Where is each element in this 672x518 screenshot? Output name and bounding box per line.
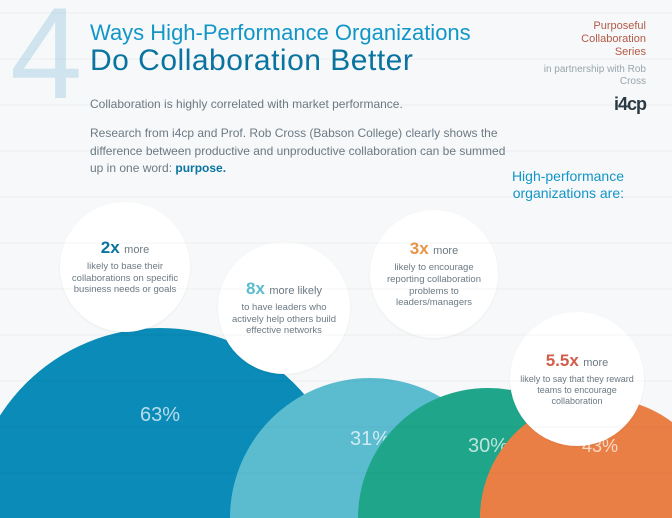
intro-paragraph-1: Collaboration is highly correlated with … xyxy=(90,96,510,113)
series-title: Purposeful Collaboration Series xyxy=(526,20,646,60)
bubble-2: 8x more likely to have leaders who activ… xyxy=(218,242,350,374)
intro-para2-text: Research from i4cp and Prof. Rob Cross (… xyxy=(90,126,505,175)
bubble-1-more: more xyxy=(124,244,149,256)
logo-text: i4cp xyxy=(614,94,646,114)
tag-line1: High-performance xyxy=(512,168,624,185)
bubble-1-mult: 2x xyxy=(101,238,120,257)
intro-paragraph-2: Research from i4cp and Prof. Rob Cross (… xyxy=(90,125,510,177)
bubble-3-more: more xyxy=(433,245,458,257)
bubble-4-more: more xyxy=(583,357,608,369)
bubble-1: 2x more likely to base their collaborati… xyxy=(60,202,190,332)
branding-block: Purposeful Collaboration Series in partn… xyxy=(526,20,646,115)
bubble-4-mult: 5.5x xyxy=(546,351,579,370)
bubble-4: 5.5x more likely to say that they reward… xyxy=(510,312,644,446)
venn-chart: 63% 31% 30% 43% 2x more likely to base t… xyxy=(0,198,672,518)
bubble-3: 3x more likely to encourage reporting co… xyxy=(370,210,498,338)
bubble-3-desc: likely to encourage reporting collaborat… xyxy=(380,262,488,310)
intro-block: Collaboration is highly correlated with … xyxy=(90,96,510,178)
series-line3: Series xyxy=(615,46,646,58)
series-line2: Collaboration xyxy=(581,33,646,45)
big-number-4: 4 xyxy=(10,0,76,118)
bubble-2-more: more likely xyxy=(269,285,322,297)
bubble-3-mult: 3x xyxy=(410,239,429,258)
bubble-2-mult: 8x xyxy=(246,279,265,298)
subheading-tag: High-performance organizations are: xyxy=(512,168,624,202)
bubble-1-desc: likely to base their collaborations on s… xyxy=(70,261,180,297)
purpose-word: purpose. xyxy=(175,161,226,175)
series-line1: Purposeful xyxy=(593,20,646,32)
partner-line: in partnership with Rob Cross xyxy=(526,64,646,88)
bubble-2-desc: to have leaders who actively help others… xyxy=(228,302,340,338)
bubble-4-desc: likely to say that they reward teams to … xyxy=(520,374,634,408)
i4cp-logo: i4cp xyxy=(526,94,646,116)
infographic-page: 4 Ways High-Performance Organizations Do… xyxy=(0,0,672,518)
